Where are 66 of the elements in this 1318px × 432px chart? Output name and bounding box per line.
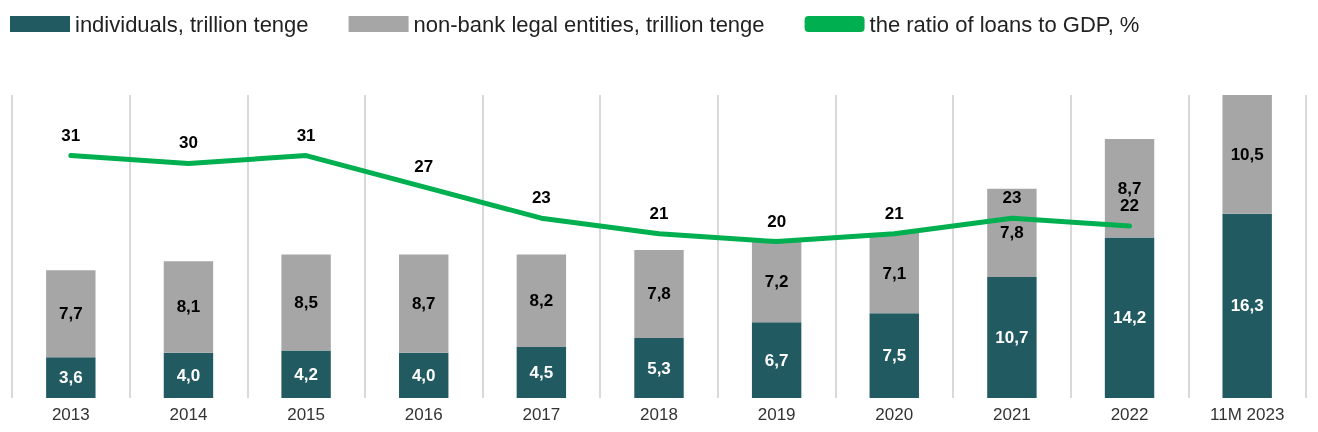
legend-label: non-bank legal entities, trillion tenge [413,11,765,37]
bar [516,254,567,348]
x-tick-label: 2018 [640,405,678,424]
data-label: 30 [178,133,198,153]
data-label: 7,8 [647,284,671,304]
bar [1222,213,1272,398]
x-tick-label: 2015 [287,405,325,424]
data-label: 31 [296,125,316,145]
bar [869,313,919,398]
data-label: 4,2 [294,364,318,384]
data-label: 7,2 [764,272,789,292]
x-tick-label: 2022 [1110,405,1149,424]
x-tick-label: 2013 [51,405,90,424]
data-label: 8,7 [411,294,436,314]
bar [46,357,96,398]
data-label: 7,8 [1000,223,1024,243]
data-label: 4,0 [411,365,436,385]
data-label: 16,3 [1230,296,1264,316]
data-label: 3,6 [59,368,83,388]
data-label: 10,7 [995,328,1029,348]
bar [399,254,449,353]
bar [987,277,1037,398]
x-tick-label: 2020 [875,405,914,424]
x-tick-label: 2014 [169,405,208,424]
x-tick-label: 2017 [522,405,561,424]
data-label: 5,3 [647,358,671,378]
data-label: 10,5 [1230,144,1264,164]
bar [751,322,802,398]
x-tick-label: 2016 [404,405,443,424]
data-label: 23 [531,188,551,208]
bar [1104,237,1155,398]
bar [516,347,567,398]
data-label: 7,1 [882,263,907,283]
data-label: 21 [884,203,904,223]
data-label: 8,7 [1117,178,1142,198]
data-label: 8,2 [529,291,554,311]
bar [46,270,96,358]
data-label: 6,7 [764,350,789,370]
data-label: 21 [649,203,669,223]
x-tick-label: 2019 [757,405,796,424]
bar [634,338,684,398]
data-label: 14,2 [1113,308,1147,328]
bar [869,232,919,314]
bar [163,352,214,398]
legend-label: the ratio of loans to GDP, % [869,11,1140,37]
data-label: 20 [767,211,787,231]
bar [1222,95,1272,214]
data-label: 23 [1002,188,1022,208]
bar [1104,139,1155,238]
data-label: 27 [414,156,434,176]
bar [281,254,331,351]
data-label: 8,5 [294,292,318,312]
bar [634,249,684,339]
x-tick-label: 11M 2023 [1210,405,1285,424]
bar [281,350,331,398]
bar [163,261,214,353]
legend-label: individuals, trillion tenge [75,11,309,37]
data-label: 8,1 [176,297,201,317]
data-label: 31 [61,125,81,145]
bar [751,240,802,323]
bar [399,352,449,398]
data-label: 7,7 [59,304,83,324]
data-label: 4,0 [176,365,201,385]
data-label: 4,5 [529,363,554,383]
x-tick-label: 2021 [993,405,1031,424]
data-label: 7,5 [882,346,907,366]
